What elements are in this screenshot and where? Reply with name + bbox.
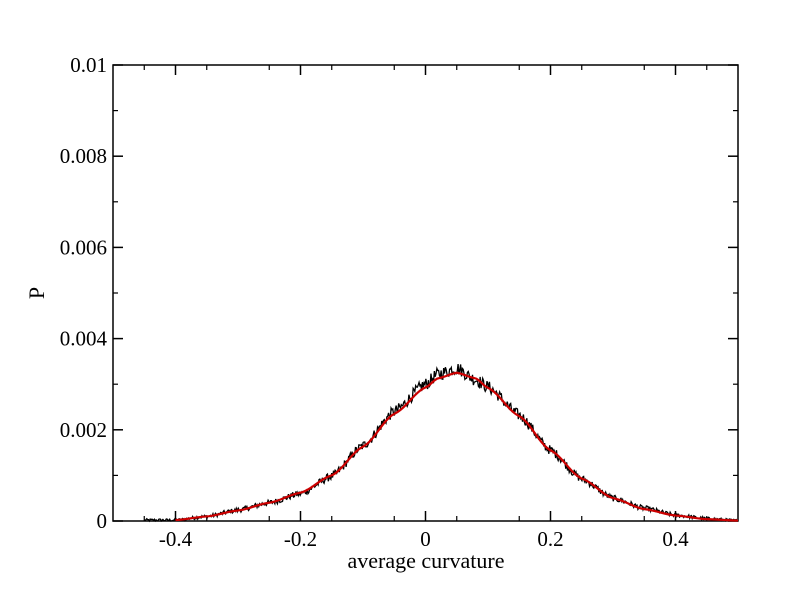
y-tick-label: 0 (97, 509, 108, 533)
ticks (113, 64, 738, 522)
x-tick-label: 0.2 (537, 527, 563, 551)
series-fit-curve (175, 371, 739, 522)
x-tick-label: 0 (420, 527, 431, 551)
y-axis-title: P (24, 287, 49, 299)
y-tick-label: 0.002 (60, 418, 107, 442)
y-tick-label: 0.01 (70, 53, 107, 77)
x-tick-label: 0.4 (662, 527, 689, 551)
series-noisy-histogram (143, 364, 738, 523)
tick-labels: -0.4 -0.2 0 0.2 0.4 0 0.002 0.004 0.006 0.008 0.01 (60, 53, 689, 551)
y-tick-label: 0.006 (60, 235, 107, 259)
y-tick-label: 0.008 (60, 144, 107, 168)
x-axis-title: average curvature (348, 548, 505, 573)
plot-frame (112, 64, 739, 522)
x-tick-label: -0.4 (159, 527, 193, 551)
y-tick-label: 0.004 (60, 327, 108, 351)
x-tick-label: -0.2 (284, 527, 317, 551)
series-group (143, 364, 739, 523)
